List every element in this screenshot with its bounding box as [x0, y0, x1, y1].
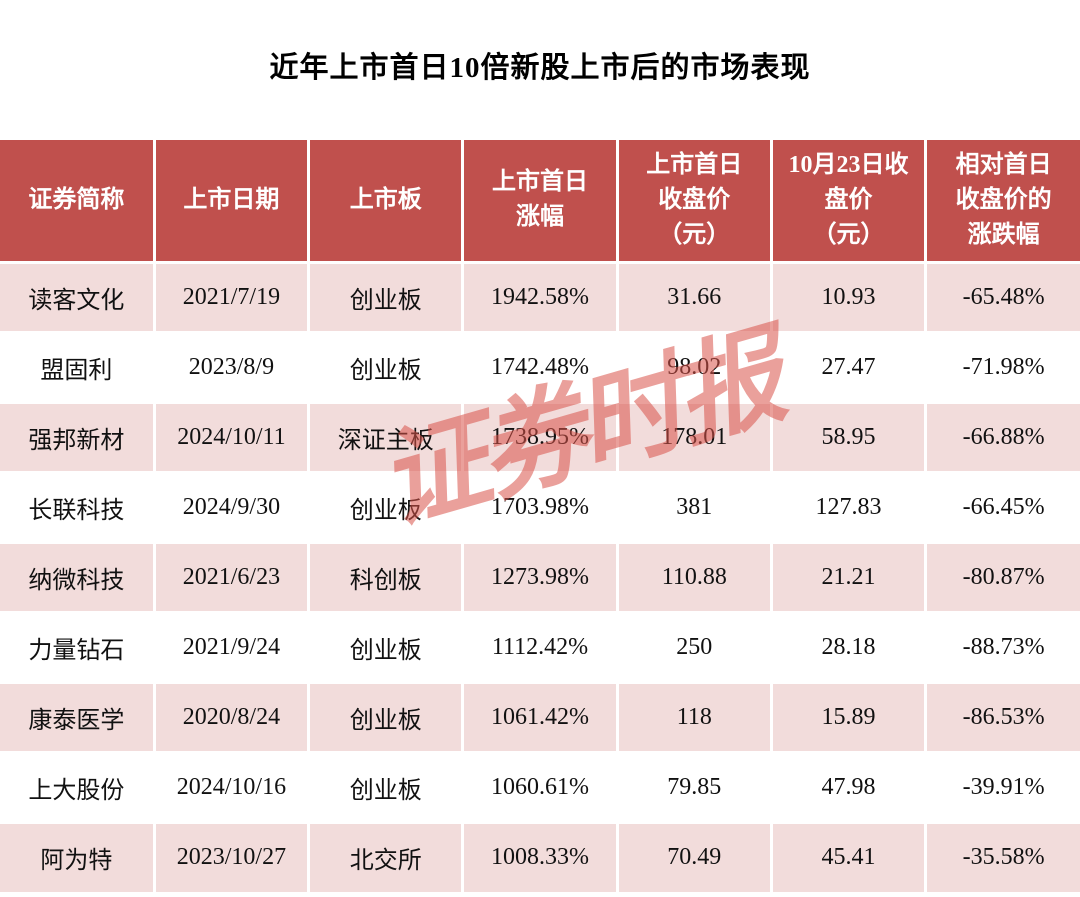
table-cell: 250 [615, 610, 773, 684]
table-cell: 1273.98% [461, 540, 619, 614]
table-cell: 15.89 [769, 680, 928, 754]
column-header: 证券简称 [0, 140, 156, 264]
column-header: 上市板 [307, 140, 465, 264]
table-row: 纳微科技 2021/6/23 科创板 1273.98% 110.88 21.21 -80.8… [0, 540, 1080, 614]
table-cell: -88.73% [924, 610, 1080, 684]
table-cell: 28.18 [769, 610, 928, 684]
table-cell: -66.45% [924, 470, 1080, 544]
table-cell: 70.49 [615, 820, 773, 892]
table-row: 盟固利 2023/8/9 创业板 1742.48% 98.02 27.47 -71.98% [0, 330, 1080, 404]
table-cell: -65.48% [924, 260, 1080, 334]
table-cell: 1060.61% [461, 750, 619, 824]
table-row: 强邦新材 2024/10/11 深证主板 1738.95% 178.01 58.95 -66… [0, 400, 1080, 474]
table-cell: 创业板 [307, 680, 465, 754]
table-cell: 力量钻石 [0, 610, 156, 684]
table-body: 读客文化 2021/7/19 创业板 1942.58% 31.66 10.93 -65.48… [0, 260, 1080, 892]
table-cell: 2021/6/23 [152, 540, 311, 614]
table-row: 阿为特 2023/10/27 北交所 1008.33% 70.49 45.41 -35.58… [0, 820, 1080, 892]
table-cell: 北交所 [307, 820, 465, 892]
table-cell: 2020/8/24 [152, 680, 311, 754]
table-cell: 2021/7/19 [152, 260, 311, 334]
table-cell: 45.41 [769, 820, 928, 892]
table-cell: 创业板 [307, 330, 465, 404]
table-cell: -66.88% [924, 400, 1080, 474]
column-header: 上市首日 涨幅 [461, 140, 619, 264]
table-cell: 创业板 [307, 610, 465, 684]
table-cell: 康泰医学 [0, 680, 156, 754]
table-cell: 47.98 [769, 750, 928, 824]
table-cell: 创业板 [307, 470, 465, 544]
table-cell: 2021/9/24 [152, 610, 311, 684]
column-header: 相对首日 收盘价的 涨跌幅 [924, 140, 1080, 264]
table-cell: -80.87% [924, 540, 1080, 614]
table-header-row: 证券简称 上市日期 上市板 上市首日 涨幅 上市首日 收盘价 （元） 10月23日收 盘价… [0, 140, 1080, 264]
table-row: 上大股份 2024/10/16 创业板 1060.61% 79.85 47.98 -39.9… [0, 750, 1080, 824]
table-row: 读客文化 2021/7/19 创业板 1942.58% 31.66 10.93 -65.48… [0, 260, 1080, 334]
table-cell: 1942.58% [461, 260, 619, 334]
table-cell: 1112.42% [461, 610, 619, 684]
table-cell: -86.53% [924, 680, 1080, 754]
table-cell: -71.98% [924, 330, 1080, 404]
table-cell: 98.02 [615, 330, 773, 404]
table-row: 康泰医学 2020/8/24 创业板 1061.42% 118 15.89 -86.53% [0, 680, 1080, 754]
table-cell: 创业板 [307, 260, 465, 334]
table-cell: 110.88 [615, 540, 773, 614]
table-cell: 1742.48% [461, 330, 619, 404]
table-cell: 1061.42% [461, 680, 619, 754]
table-cell: 79.85 [615, 750, 773, 824]
table-cell: 2024/10/11 [152, 400, 311, 474]
column-header: 上市日期 [152, 140, 311, 264]
table-cell: 31.66 [615, 260, 773, 334]
table-row: 力量钻石 2021/9/24 创业板 1112.42% 250 28.18 -88.73% [0, 610, 1080, 684]
table-cell: 1008.33% [461, 820, 619, 892]
data-table: 证券简称 上市日期 上市板 上市首日 涨幅 上市首日 收盘价 （元） 10月23日收 盘价… [0, 140, 1080, 892]
table-cell: 强邦新材 [0, 400, 156, 474]
table-cell: -35.58% [924, 820, 1080, 892]
table-cell: 2024/10/16 [152, 750, 311, 824]
table-cell: 读客文化 [0, 260, 156, 334]
table-cell: 科创板 [307, 540, 465, 614]
table-row: 长联科技 2024/9/30 创业板 1703.98% 381 127.83 -66.45% [0, 470, 1080, 544]
table-cell: 10.93 [769, 260, 928, 334]
table-cell: -39.91% [924, 750, 1080, 824]
column-header: 上市首日 收盘价 （元） [615, 140, 773, 264]
table-cell: 长联科技 [0, 470, 156, 544]
table-cell: 创业板 [307, 750, 465, 824]
page-title: 近年上市首日10倍新股上市后的市场表现 [269, 52, 811, 84]
table-cell: 21.21 [769, 540, 928, 614]
table-cell: 2024/9/30 [152, 470, 311, 544]
column-header: 10月23日收 盘价 （元） [769, 140, 928, 264]
table-cell: 1738.95% [461, 400, 619, 474]
table-cell: 阿为特 [0, 820, 156, 892]
table-cell: 2023/8/9 [152, 330, 311, 404]
table-cell: 381 [615, 470, 773, 544]
table-cell: 27.47 [769, 330, 928, 404]
table-cell: 1703.98% [461, 470, 619, 544]
table-cell: 118 [615, 680, 773, 754]
table-cell: 2023/10/27 [152, 820, 311, 892]
table-cell: 纳微科技 [0, 540, 156, 614]
table-cell: 178.01 [615, 400, 773, 474]
table-cell: 58.95 [769, 400, 928, 474]
table-header: 证券简称 上市日期 上市板 上市首日 涨幅 上市首日 收盘价 （元） 10月23日收 盘价… [0, 140, 1080, 264]
table-cell: 深证主板 [307, 400, 465, 474]
table-cell: 上大股份 [0, 750, 156, 824]
table-cell: 盟固利 [0, 330, 156, 404]
table-cell: 127.83 [769, 470, 928, 544]
